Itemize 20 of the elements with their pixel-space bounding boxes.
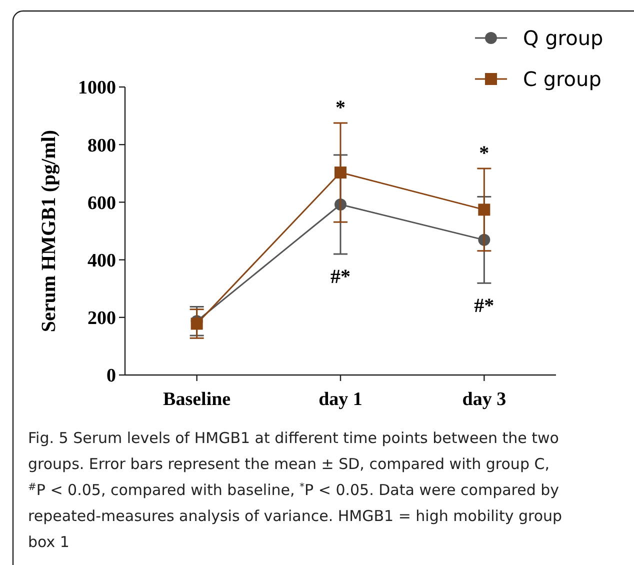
point <box>478 204 490 216</box>
caption: Fig. 5 Serum levels of HMGB1 at different time points between the two groups. Error bars represent the mean ± SD, compared with group C, $^{#}$P < 0.05, compared with baseline, $^{*}$P < 0.05. Data were compared by repeated-measures analysis of variance. HMGB1 = high mobility group box 1 <box>28 429 562 551</box>
x-tick-label: day 3 <box>462 389 506 410</box>
legend-label: Q group <box>523 26 604 50</box>
y-tick-label: 1000 <box>78 78 116 99</box>
point <box>190 318 203 330</box>
annotation: #* <box>474 295 494 318</box>
y-tick-label: 600 <box>88 192 116 214</box>
x-tick-label: day 1 <box>318 389 362 410</box>
y-tick-label: 0 <box>106 366 116 387</box>
point <box>334 166 346 179</box>
annotation: * <box>479 142 490 165</box>
y-tick-label: 200 <box>88 308 116 330</box>
y-tick-label: 800 <box>88 135 116 156</box>
annotation: #* <box>330 266 350 288</box>
y-axis-title: Serum HMGB1 (pg/ml) <box>38 130 60 332</box>
annotation: * <box>336 97 346 119</box>
legend-label: C group <box>523 67 602 91</box>
x-tick-label: Baseline <box>163 389 231 410</box>
y-tick-label: 400 <box>88 250 116 272</box>
